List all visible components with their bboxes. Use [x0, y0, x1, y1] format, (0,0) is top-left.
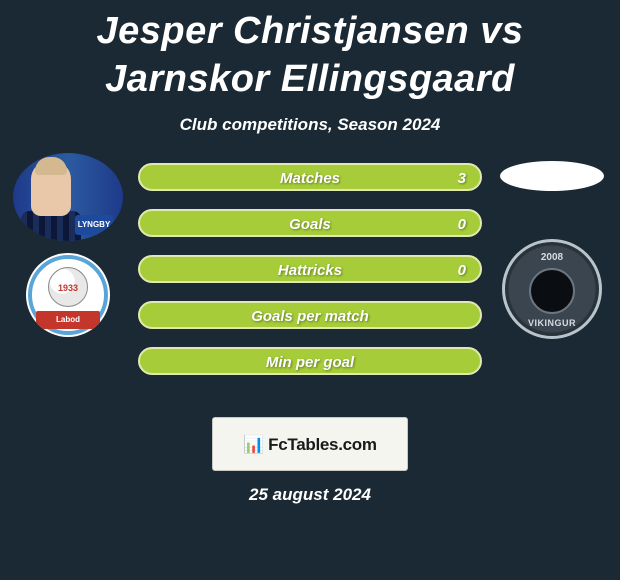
chart-icon: 📊 [243, 435, 264, 454]
club-logo-left: 1933 Labod [26, 253, 110, 337]
stat-bars: Matches 3 Goals 0 Hattricks 0 Goals per … [138, 163, 482, 393]
club-left-year: 1933 [26, 283, 110, 293]
subtitle: Club competitions, Season 2024 [0, 107, 620, 153]
bar-goals: Goals 0 [138, 209, 482, 237]
bar-label: Goals per match [251, 308, 369, 325]
player-photo-left: LYNGBY [13, 153, 123, 241]
bar-min-per-goal: Min per goal [138, 347, 482, 375]
club-left-banner: Labod [36, 311, 100, 329]
right-column: 2008 VIKINGUR [492, 153, 612, 339]
date: 25 august 2024 [0, 471, 620, 519]
club-right-year: 2008 [505, 252, 599, 263]
bar-hattricks: Hattricks 0 [138, 255, 482, 283]
bar-goals-per-match: Goals per match [138, 301, 482, 329]
bar-label: Hattricks [278, 262, 342, 279]
left-column: LYNGBY 1933 Labod [8, 153, 128, 337]
bar-value: 0 [458, 211, 466, 239]
player-photo-right [500, 161, 604, 191]
bar-value: 0 [458, 257, 466, 285]
bar-matches: Matches 3 [138, 163, 482, 191]
player-team-badge: LYNGBY [75, 215, 113, 235]
comparison-content: LYNGBY 1933 Labod Matches 3 Goals 0 Hatt… [0, 153, 620, 413]
footer-text: FcTables.com [268, 435, 377, 454]
footer-badge: 📊FcTables.com [212, 417, 408, 471]
club-right-name: VIKINGUR [505, 318, 599, 328]
bar-label: Goals [289, 216, 331, 233]
bar-label: Min per goal [266, 354, 354, 371]
bar-label: Matches [280, 170, 340, 187]
page-title: Jesper Christjansen vs Jarnskor Ellingsg… [0, 0, 620, 107]
bar-value: 3 [458, 165, 466, 193]
club-logo-right: 2008 VIKINGUR [502, 239, 602, 339]
